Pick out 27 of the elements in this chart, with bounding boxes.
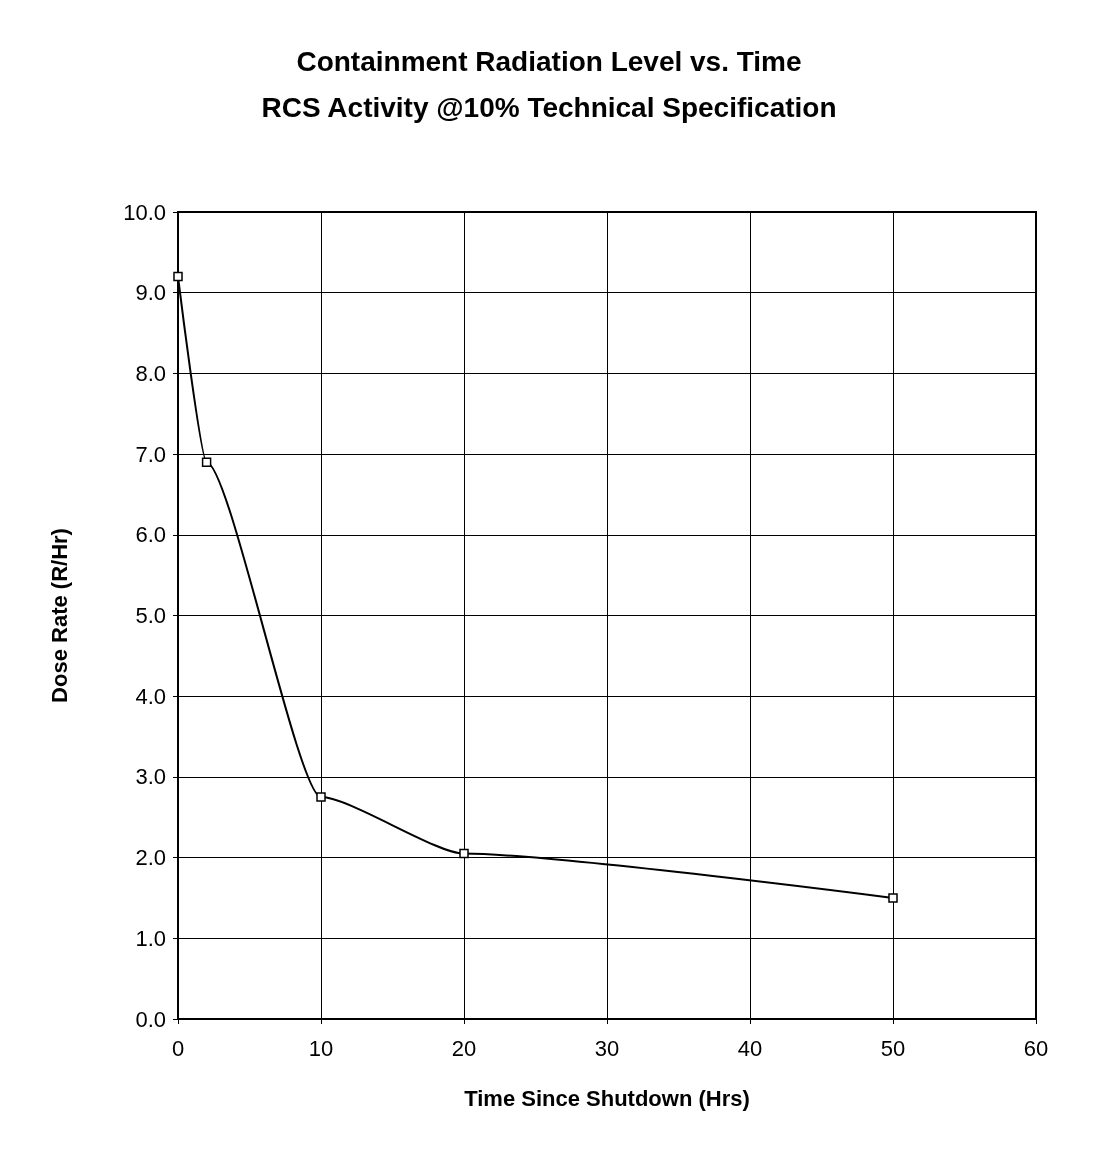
x-axis-title: Time Since Shutdown (Hrs) — [464, 1085, 750, 1111]
chart-title: Containment Radiation Level vs. Time — [296, 45, 802, 77]
y-tick-label: 7.0 — [135, 441, 166, 467]
y-tick-label: 4.0 — [135, 683, 166, 709]
x-tick-label: 40 — [737, 1035, 763, 1061]
y-tick-label: 2.0 — [135, 845, 166, 871]
y-tick-label: 6.0 — [135, 522, 166, 548]
y-tick-label: 1.0 — [135, 925, 166, 951]
point — [173, 271, 183, 282]
point — [316, 792, 326, 802]
x-tick-label: 10 — [308, 1035, 334, 1061]
chart-subtitle: RCS Activity @10% Technical Specification — [261, 91, 837, 123]
point — [459, 848, 469, 859]
point — [888, 893, 898, 903]
y-axis-title: Dose Rate (R/Hr) — [46, 528, 72, 703]
y-tick-label: 0.0 — [135, 1006, 166, 1032]
y-tick-label: 10.0 — [123, 199, 166, 225]
y-tick-label: 8.0 — [135, 360, 166, 386]
y-tick-label: 9.0 — [135, 280, 166, 306]
x-tick-label: 60 — [1023, 1035, 1049, 1061]
x-tick-label: 20 — [451, 1035, 477, 1061]
x-tick-label: 0 — [171, 1035, 185, 1061]
x-tick-label: 50 — [880, 1035, 906, 1061]
y-tick-label: 5.0 — [135, 603, 166, 628]
x-tick-label: 30 — [594, 1035, 620, 1061]
point — [201, 457, 212, 467]
y-tick-label: 3.0 — [135, 764, 166, 790]
